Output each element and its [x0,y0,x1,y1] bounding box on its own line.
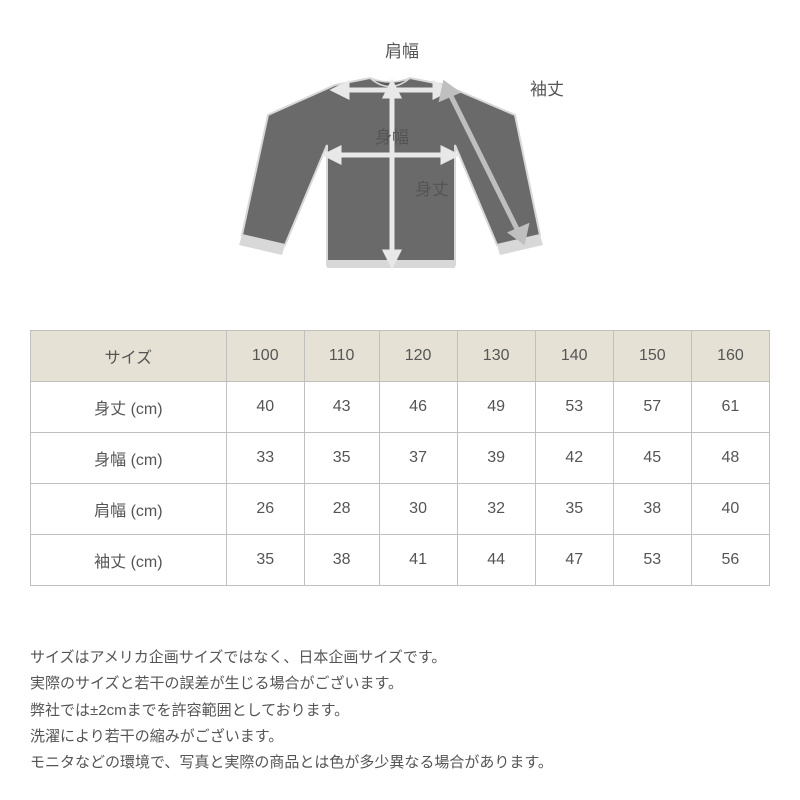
table-row: 肩幅 (cm) 26 28 30 32 35 38 40 [31,484,770,535]
cell: 26 [226,484,304,535]
cell: 46 [379,382,457,433]
note-line: 弊社では±2cmまでを許容範囲としております。 [30,698,770,724]
row-label: 肩幅 (cm) [31,484,227,535]
cell: 38 [304,535,379,586]
table-row: 身丈 (cm) 40 43 46 49 53 57 61 [31,382,770,433]
cell: 49 [457,382,535,433]
col-160: 160 [691,331,769,382]
col-size: サイズ [31,331,227,382]
col-140: 140 [535,331,613,382]
cell: 56 [691,535,769,586]
cell: 38 [613,484,691,535]
notes-block: サイズはアメリカ企画サイズではなく、日本企画サイズです。 実際のサイズと若干の誤… [30,645,770,776]
table-header-row: サイズ 100 110 120 130 140 150 160 [31,331,770,382]
cell: 53 [613,535,691,586]
cell: 35 [304,433,379,484]
label-sleeve: 袖丈 [530,75,564,100]
label-length: 身丈 [415,175,449,200]
table-row: 袖丈 (cm) 35 38 41 44 47 53 56 [31,535,770,586]
cell: 30 [379,484,457,535]
table-row: 身幅 (cm) 33 35 37 39 42 45 48 [31,433,770,484]
cell: 45 [613,433,691,484]
note-line: 洗濯により若干の縮みがございます。 [30,724,770,750]
cell: 32 [457,484,535,535]
cell: 40 [226,382,304,433]
cell: 47 [535,535,613,586]
row-label: 袖丈 (cm) [31,535,227,586]
cell: 43 [304,382,379,433]
cell: 40 [691,484,769,535]
shirt-svg [220,40,580,290]
note-line: サイズはアメリカ企画サイズではなく、日本企画サイズです。 [30,645,770,671]
cell: 35 [226,535,304,586]
label-width: 身幅 [375,123,409,148]
cell: 35 [535,484,613,535]
note-line: モニタなどの環境で、写真と実際の商品とは色が多少異なる場合があります。 [30,750,770,776]
row-label: 身幅 (cm) [31,433,227,484]
size-table: サイズ 100 110 120 130 140 150 160 身丈 (cm) … [30,330,770,586]
cell: 44 [457,535,535,586]
measurement-diagram: 肩幅 袖丈 身幅 身丈 [220,40,580,290]
note-line: 実際のサイズと若干の誤差が生じる場合がございます。 [30,671,770,697]
cell: 57 [613,382,691,433]
cell: 61 [691,382,769,433]
row-label: 身丈 (cm) [31,382,227,433]
cell: 28 [304,484,379,535]
label-shoulder: 肩幅 [385,37,419,62]
cell: 48 [691,433,769,484]
cell: 37 [379,433,457,484]
cell: 33 [226,433,304,484]
col-150: 150 [613,331,691,382]
cell: 41 [379,535,457,586]
col-110: 110 [304,331,379,382]
col-100: 100 [226,331,304,382]
table-body: 身丈 (cm) 40 43 46 49 53 57 61 身幅 (cm) 33 … [31,382,770,586]
cell: 53 [535,382,613,433]
cell: 39 [457,433,535,484]
col-120: 120 [379,331,457,382]
col-130: 130 [457,331,535,382]
cell: 42 [535,433,613,484]
